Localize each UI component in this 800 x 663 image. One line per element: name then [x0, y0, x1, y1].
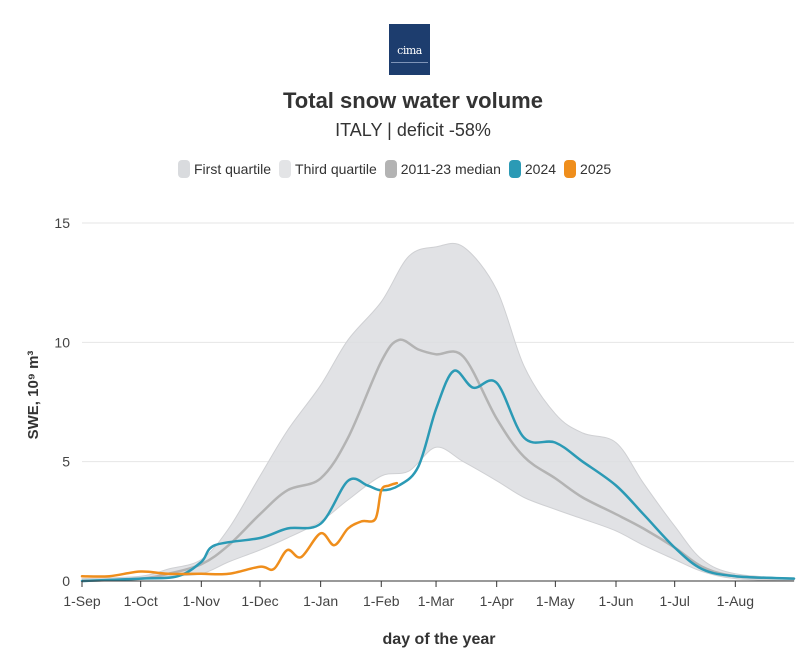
x-tick-label: 1-Oct — [124, 593, 158, 609]
y-axis-title: SWE, 10⁹ m³ — [25, 351, 42, 440]
x-tick-label: 1-Mar — [418, 593, 455, 609]
x-axis-title: day of the year — [383, 631, 496, 648]
axes: 0 5 10 15 1-Sep 1-Oct 1-Nov 1-Dec 1-Jan 1-Feb 1-Ma… — [54, 215, 794, 609]
quartile-band-area — [81, 242, 795, 582]
x-tick-label: 1-Jan — [303, 593, 338, 609]
y-tick-label: 10 — [54, 334, 70, 350]
y-tick-label: 5 — [62, 454, 70, 470]
chart-subtitle: ITALY | deficit -58% — [335, 120, 491, 140]
quartile-band — [81, 242, 795, 582]
legend-swatch — [178, 160, 190, 178]
y-tick-label: 15 — [54, 215, 70, 231]
legend-label: 2025 — [580, 161, 612, 177]
x-tick-label: 1-Nov — [183, 593, 220, 609]
legend-item-median[interactable]: 2011-23 median — [384, 160, 501, 178]
legend-label: First quartile — [194, 161, 272, 177]
x-tick-label: 1-May — [536, 593, 575, 609]
logo-underline — [391, 62, 428, 71]
x-tick-label: 1-Dec — [241, 593, 278, 609]
series-line-2024 — [80, 369, 796, 583]
x-tick-label: 1-Apr — [480, 593, 515, 609]
legend-label: Third quartile — [295, 161, 377, 177]
chart-legend: First quartile Third quartile 2011-23 me… — [178, 160, 619, 178]
legend-swatch — [564, 160, 577, 178]
legend-label: 2024 — [524, 161, 557, 177]
chart-title: Total snow water volume — [283, 88, 543, 113]
x-tick-label: 1-Sep — [63, 593, 101, 609]
x-tick-label: 1-Jun — [598, 593, 633, 609]
cima-logo: cima — [389, 24, 430, 75]
x-tick-label: 1-Jul — [660, 593, 690, 609]
y-tick-label: 0 — [62, 573, 70, 589]
series-line-2025 — [80, 481, 399, 578]
legend-label: 2011-23 median — [400, 161, 501, 177]
logo-text: cima — [397, 44, 422, 57]
x-tick-label: 1-Feb — [363, 593, 400, 609]
legend-item-2024[interactable]: 2024 — [508, 160, 557, 178]
legend-item-2025[interactable]: 2025 — [564, 160, 611, 178]
legend-item-first-quartile[interactable]: First quartile — [178, 160, 271, 178]
legend-swatch — [508, 160, 521, 178]
legend-swatch — [384, 160, 397, 178]
series-line-2011-23-median — [80, 338, 796, 583]
legend-item-third-quartile[interactable]: Third quartile — [279, 160, 377, 178]
x-tick-label: 1-Aug — [717, 593, 754, 609]
legend-swatch — [279, 160, 292, 178]
series-lines — [80, 338, 796, 583]
